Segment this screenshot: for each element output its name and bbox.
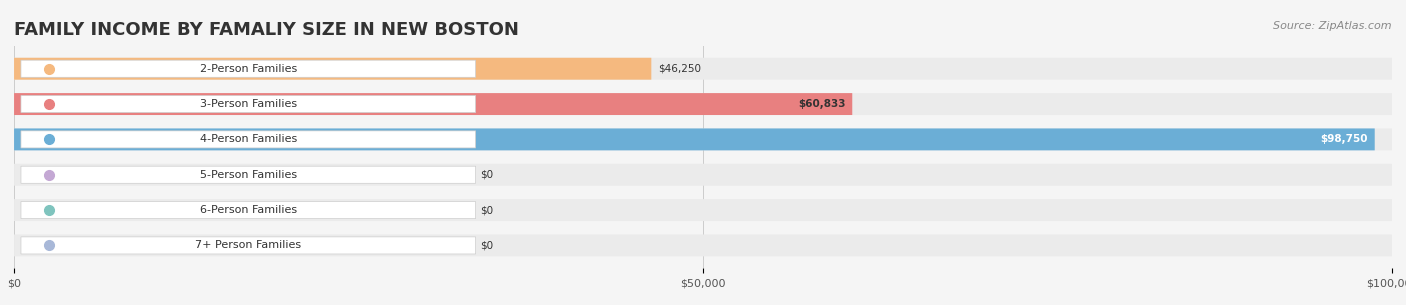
Text: 7+ Person Families: 7+ Person Families: [195, 240, 301, 250]
FancyBboxPatch shape: [21, 131, 475, 148]
FancyBboxPatch shape: [14, 58, 1392, 80]
Text: 2-Person Families: 2-Person Families: [200, 64, 297, 74]
FancyBboxPatch shape: [14, 199, 1392, 221]
Text: 6-Person Families: 6-Person Families: [200, 205, 297, 215]
FancyBboxPatch shape: [21, 166, 475, 183]
Text: $60,833: $60,833: [797, 99, 845, 109]
FancyBboxPatch shape: [21, 95, 475, 113]
FancyBboxPatch shape: [14, 164, 1392, 186]
FancyBboxPatch shape: [14, 235, 1392, 257]
Text: $46,250: $46,250: [658, 64, 702, 74]
Text: $98,750: $98,750: [1320, 135, 1368, 144]
Text: $0: $0: [479, 205, 494, 215]
FancyBboxPatch shape: [14, 128, 1375, 150]
Text: 5-Person Families: 5-Person Families: [200, 170, 297, 180]
Text: 3-Person Families: 3-Person Families: [200, 99, 297, 109]
Text: FAMILY INCOME BY FAMALIY SIZE IN NEW BOSTON: FAMILY INCOME BY FAMALIY SIZE IN NEW BOS…: [14, 21, 519, 39]
Text: $0: $0: [479, 240, 494, 250]
FancyBboxPatch shape: [21, 202, 475, 219]
FancyBboxPatch shape: [14, 93, 852, 115]
Text: Source: ZipAtlas.com: Source: ZipAtlas.com: [1274, 21, 1392, 31]
FancyBboxPatch shape: [21, 60, 475, 77]
FancyBboxPatch shape: [21, 237, 475, 254]
FancyBboxPatch shape: [14, 58, 651, 80]
Text: $0: $0: [479, 170, 494, 180]
FancyBboxPatch shape: [14, 93, 1392, 115]
FancyBboxPatch shape: [14, 128, 1392, 150]
Text: 4-Person Families: 4-Person Families: [200, 135, 297, 144]
